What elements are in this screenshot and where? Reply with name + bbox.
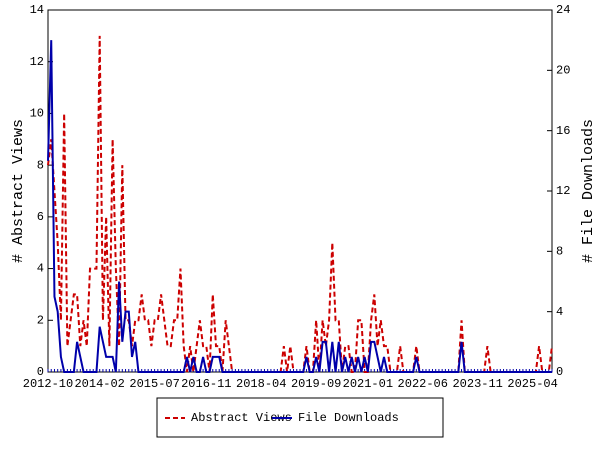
- legend: [156, 397, 444, 438]
- y2-tick-label: 24: [556, 3, 570, 17]
- x-tick-label: 2018-04: [236, 377, 286, 391]
- y-tick-label: 12: [30, 55, 44, 69]
- y-tick-label: 10: [30, 107, 44, 121]
- x-tick-label: 2021-01: [343, 377, 393, 391]
- y2-axis-label: # File Downloads: [580, 119, 597, 263]
- x-tick-label: 2012-10: [23, 377, 73, 391]
- y2-tick-label: 0: [556, 365, 563, 379]
- y2-tick-label: 20: [556, 64, 570, 78]
- x-tick-label: 2019-09: [291, 377, 341, 391]
- x-tick-label: 2022-06: [398, 377, 448, 391]
- y-tick-label: 14: [30, 3, 44, 17]
- y-tick-label: 8: [37, 158, 44, 172]
- y-tick-label: 0: [37, 365, 44, 379]
- plot-frame: [47, 9, 553, 373]
- y2-tick-label: 16: [556, 124, 570, 138]
- x-tick-label: 2014-02: [74, 377, 124, 391]
- y2-tick-label: 12: [556, 184, 570, 198]
- x-tick-label: 2015-07: [129, 377, 179, 391]
- y-axis-label: # Abstract Views: [10, 119, 27, 263]
- x-tick-label: 2025-04: [507, 377, 557, 391]
- y-tick-label: 6: [37, 210, 44, 224]
- x-tick-label: 2023-11: [452, 377, 502, 391]
- legend-label: File Downloads: [298, 411, 399, 425]
- x-tick-label: 2016-11: [181, 377, 231, 391]
- y2-tick-label: 8: [556, 245, 563, 259]
- y-tick-label: 2: [37, 313, 44, 327]
- series-line: [47, 40, 552, 373]
- y-tick-label: 4: [37, 262, 44, 276]
- legend-label: Abstract Views: [191, 411, 292, 425]
- y2-tick-label: 4: [556, 305, 563, 319]
